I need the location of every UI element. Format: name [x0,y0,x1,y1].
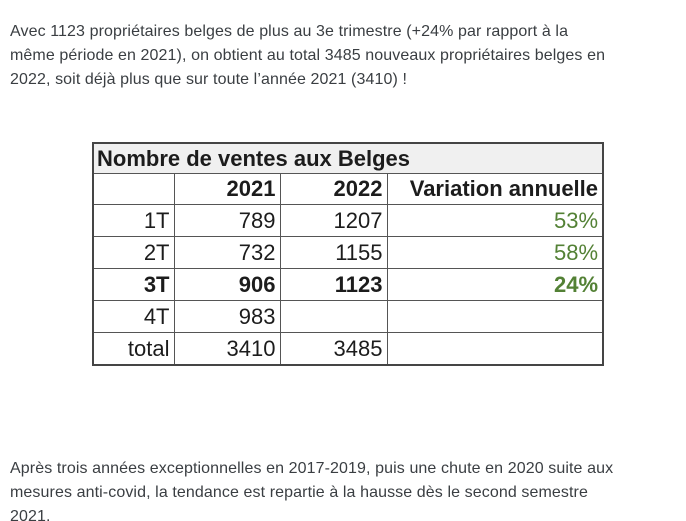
value-2021: 732 [173,236,281,269]
value-2021: 3410 [173,332,281,366]
row-label: total [92,332,175,366]
variation-value [386,300,604,333]
outro-line-1: Après trois années exceptionnelles en 20… [10,460,614,477]
intro-line-2: même période en 2021), on obtient au tot… [10,47,606,64]
value-2021: 789 [173,204,281,237]
variation-value: 58% [386,236,604,269]
intro-line-3: 2022, soit déjà plus que sur toute l’ann… [10,71,407,88]
outro-line-2: mesures anti-covid, la tendance est repa… [10,484,588,501]
sales-table: Nombre de ventes aux Belges 2021 2022 Va… [92,142,605,366]
value-2022: 3485 [279,332,388,366]
sales-table-grid: Nombre de ventes aux Belges 2021 2022 Va… [92,142,605,366]
table-row-2t: 2T 732 1155 58% [92,236,604,269]
outro-line-3: 2021. [10,508,51,521]
value-2021: 906 [173,268,281,301]
table-header-row: 2021 2022 Variation annuelle [92,173,604,205]
variation-value: 24% [386,268,604,301]
value-2022: 1207 [279,204,388,237]
row-label: 4T [92,300,175,333]
table-row-total: total 3410 3485 [92,332,604,366]
col-header-variation: Variation annuelle [386,173,604,205]
value-2022: 1123 [279,268,388,301]
col-header-2022: 2022 [279,173,388,205]
row-label: 3T [92,268,175,301]
col-header-2021: 2021 [173,173,281,205]
table-row-1t: 1T 789 1207 53% [92,204,604,237]
row-label: 1T [92,204,175,237]
table-title-row: Nombre de ventes aux Belges [92,142,604,174]
outro-paragraph: Après trois années exceptionnelles en 20… [10,457,613,521]
value-2022 [279,300,388,333]
variation-value: 53% [386,204,604,237]
table-title: Nombre de ventes aux Belges [92,142,604,174]
value-2022: 1155 [279,236,388,269]
table-row-3t: 3T 906 1123 24% [92,268,604,301]
col-header-empty [92,173,175,205]
row-label: 2T [92,236,175,269]
intro-paragraph: Avec 1123 propriétaires belges de plus a… [10,20,605,92]
variation-value [386,332,604,366]
value-2021: 983 [173,300,281,333]
intro-line-1: Avec 1123 propriétaires belges de plus a… [10,23,569,40]
table-row-4t: 4T 983 [92,300,604,333]
